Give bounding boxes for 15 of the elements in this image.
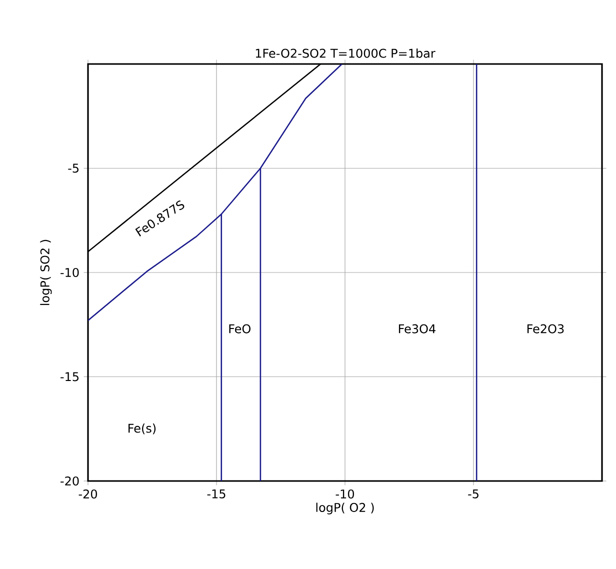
y-tick-label: -20 <box>60 476 79 486</box>
x-tick-label: -5 <box>468 489 478 498</box>
x-tick-label: -20 <box>78 489 98 499</box>
chart-title: 1Fe-O2-SO2 T=1000C P=1bar <box>256 48 436 58</box>
y-axis-title: logP( SO2 ) <box>40 240 52 305</box>
annotation: Fe2O3 <box>527 324 564 334</box>
y-tick-label: -5 <box>68 164 79 173</box>
x-axis-title: logP( O2 ) <box>316 502 374 514</box>
annotation: FeO <box>229 324 250 334</box>
y-tick-label: -10 <box>60 268 79 278</box>
annotation: Fe3O4 <box>398 324 436 334</box>
x-tick-label: -15 <box>207 489 226 498</box>
annotation: Fe(s) <box>128 424 156 434</box>
x-tick-label: -10 <box>336 489 354 499</box>
y-tick-label: -15 <box>60 372 79 382</box>
